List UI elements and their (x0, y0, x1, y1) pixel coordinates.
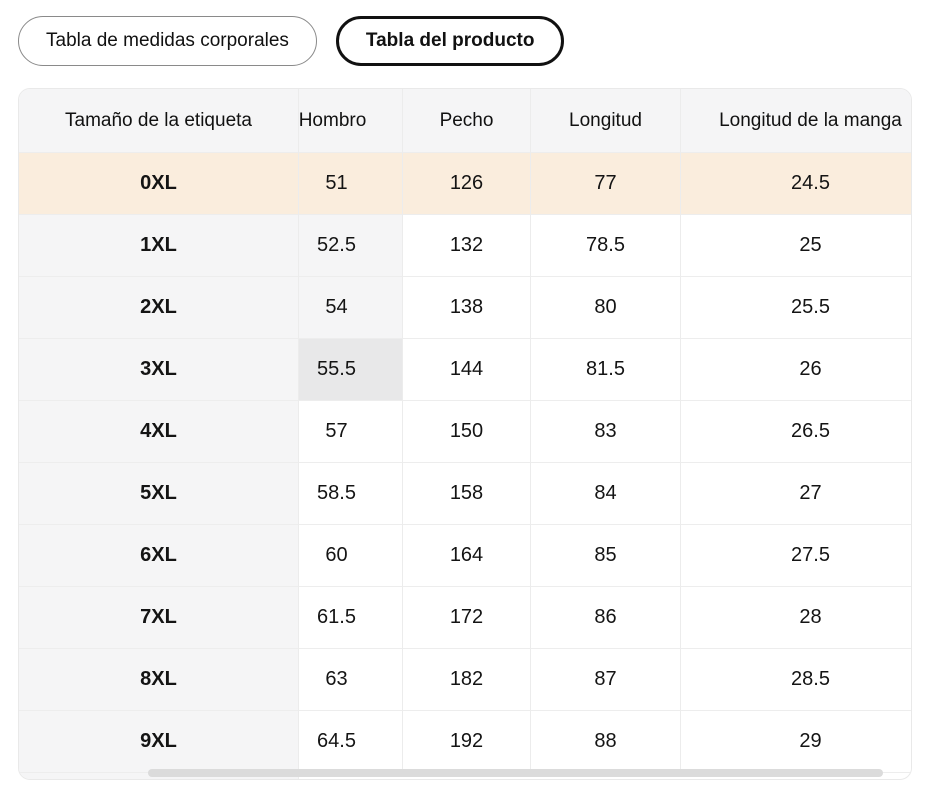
column-header-label: Longitud de la manga (681, 89, 911, 153)
column-header-label: Pecho (403, 89, 531, 153)
size-label-cell: 8XL (19, 649, 298, 711)
size-label-cell: 5XL (19, 463, 298, 525)
tab-body-measurements[interactable]: Tabla de medidas corporales (18, 16, 317, 66)
horizontal-scrollbar-thumb[interactable] (148, 769, 883, 777)
column-header-label: Longitud (531, 89, 681, 153)
measurement-cell: 158 (403, 463, 531, 525)
measurement-cell: 85 (531, 525, 681, 587)
measurement-cell: 84 (531, 463, 681, 525)
column-header-text: Pecho (439, 109, 494, 131)
measurement-cell: 26.5 (681, 401, 911, 463)
measurement-cell: 182 (403, 649, 531, 711)
measurement-cell: 172 (403, 587, 531, 649)
table-scroll-area[interactable]: Hombro 51 52.5 54 55.5 57 58.5 60 61.5 63 64.5 Pech… (271, 89, 911, 773)
measurement-cell: 26 (681, 339, 911, 401)
measurement-cell: 132 (403, 215, 531, 277)
measurement-cell: 88 (531, 711, 681, 773)
measurement-cell: 150 (403, 401, 531, 463)
measurement-cell: 83 (531, 401, 681, 463)
measurement-cell: 80 (531, 277, 681, 339)
measurement-cell: 164 (403, 525, 531, 587)
measurement-cell: 25.5 (681, 277, 911, 339)
column-header-text: Longitud (569, 109, 642, 131)
measurement-cell: 27 (681, 463, 911, 525)
table-column: Longitud de la manga 24.5 25 25.5 26 26.5 27 27… (681, 89, 911, 773)
measurement-cell: 86 (531, 587, 681, 649)
measurement-cell: 192 (403, 711, 531, 773)
measurement-cell: 24.5 (681, 153, 911, 215)
measurement-cell: 27.5 (681, 525, 911, 587)
measurement-cell: 138 (403, 277, 531, 339)
measurement-cell: 28 (681, 587, 911, 649)
size-label-cell: 4XL (19, 401, 298, 463)
size-label-cell: 6XL (19, 525, 298, 587)
size-label-cell: 1XL (19, 215, 298, 277)
measurement-cell: 126 (403, 153, 531, 215)
measurement-cell: 29 (681, 711, 911, 773)
size-chart-tabs: Tabla de medidas corporales Tabla del pr… (18, 16, 565, 66)
measurement-cell: 81.5 (531, 339, 681, 401)
measurement-cell: 78.5 (531, 215, 681, 277)
size-table-card: Hombro 51 52.5 54 55.5 57 58.5 60 61.5 63 64.5 Pech… (18, 88, 912, 780)
sticky-size-column: Tamaño de la etiqueta 0XL 1XL 2XL 3XL 4XL 5XL… (19, 89, 299, 779)
column-header-text: Longitud de la manga (719, 109, 902, 131)
size-label-cell: 0XL (19, 153, 298, 215)
table-column: Longitud 77 78.5 80 81.5 83 84 85 86 87 88 (531, 89, 681, 773)
measurement-cell: 25 (681, 215, 911, 277)
size-label-cell: 2XL (19, 277, 298, 339)
table-column: Pecho 126 132 138 144 150 158 164 172 182 192 (403, 89, 531, 773)
measurement-cell: 144 (403, 339, 531, 401)
measurement-cell: 87 (531, 649, 681, 711)
size-label-cell: 9XL (19, 711, 298, 773)
tab-product-table[interactable]: Tabla del producto (335, 16, 565, 66)
column-header-text: Hombro (298, 109, 367, 131)
column-header-size-label: Tamaño de la etiqueta (19, 89, 298, 153)
size-label-cell: 3XL (19, 339, 298, 401)
measurement-cell: 28.5 (681, 649, 911, 711)
size-label-cell: 7XL (19, 587, 298, 649)
measurement-cell: 77 (531, 153, 681, 215)
